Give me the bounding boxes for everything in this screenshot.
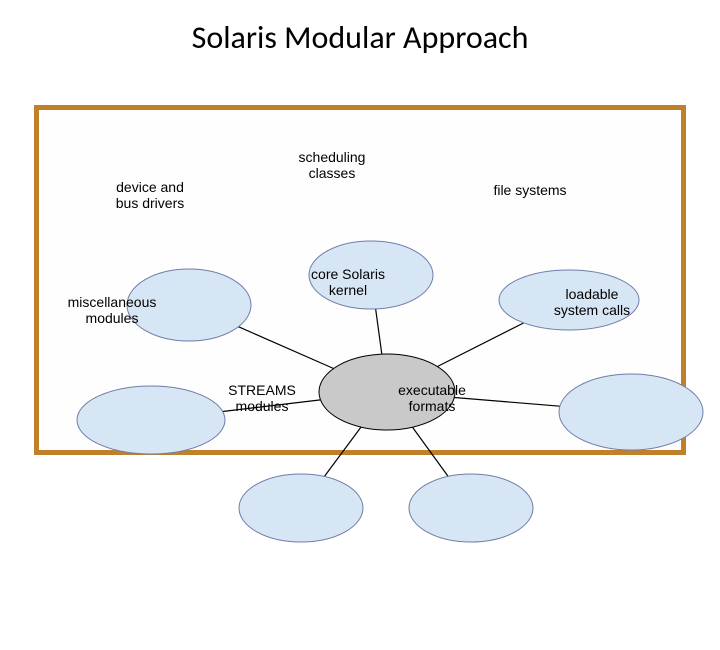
edge-core-misc (223, 400, 321, 412)
solaris-diagram (39, 110, 720, 650)
node-core (319, 354, 455, 430)
edge-core-loadable (454, 398, 560, 407)
edge-core-device (238, 327, 333, 369)
node-loadable (559, 374, 703, 450)
node-scheduling (309, 241, 433, 309)
edge-core-executable (413, 427, 449, 476)
node-device (127, 269, 251, 341)
node-filesystems (499, 270, 639, 330)
node-executable (409, 474, 533, 542)
node-streams (239, 474, 363, 542)
edge-core-streams (324, 427, 361, 476)
edge-core-scheduling (376, 309, 382, 354)
diagram-frame (34, 105, 686, 455)
page-title: Solaris Modular Approach (0, 18, 720, 57)
edge-core-filesystems (437, 323, 523, 367)
node-misc (77, 386, 225, 454)
